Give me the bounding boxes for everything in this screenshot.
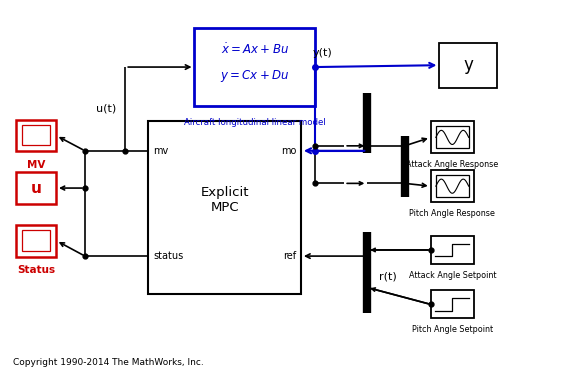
- Bar: [431, 236, 474, 264]
- Text: status: status: [153, 251, 183, 261]
- Bar: [16, 225, 56, 257]
- Text: $y = Cx + Du$: $y = Cx + Du$: [221, 68, 290, 84]
- Text: MV: MV: [27, 160, 45, 170]
- Text: Attack Angle Setpoint: Attack Angle Setpoint: [409, 271, 496, 280]
- Text: u(t): u(t): [96, 104, 116, 114]
- Bar: [436, 175, 469, 197]
- Text: mv: mv: [153, 146, 168, 156]
- Text: u: u: [31, 181, 42, 195]
- Bar: [21, 230, 50, 251]
- Text: Explicit
MPC: Explicit MPC: [200, 186, 249, 214]
- Text: Attack Angle Response: Attack Angle Response: [406, 160, 499, 169]
- Bar: [431, 121, 474, 153]
- Bar: [21, 125, 50, 146]
- Bar: [439, 43, 497, 88]
- Text: Pitch Angle Setpoint: Pitch Angle Setpoint: [412, 325, 493, 334]
- Text: Pitch Angle Response: Pitch Angle Response: [409, 209, 495, 218]
- Bar: [16, 119, 56, 152]
- Text: $\dot{x} = Ax + Bu$: $\dot{x} = Ax + Bu$: [221, 43, 289, 57]
- Bar: [195, 28, 316, 107]
- Bar: [148, 121, 301, 294]
- Text: ref: ref: [283, 251, 296, 261]
- Text: Aircraft longitudinal linear model: Aircraft longitudinal linear model: [184, 118, 326, 127]
- Text: Copyright 1990-2014 The MathWorks, Inc.: Copyright 1990-2014 The MathWorks, Inc.: [13, 358, 204, 367]
- Bar: [431, 170, 474, 202]
- Text: mo: mo: [281, 146, 296, 156]
- Bar: [16, 172, 56, 204]
- Text: Status: Status: [17, 265, 55, 275]
- Text: r(t): r(t): [379, 271, 397, 281]
- Bar: [431, 290, 474, 318]
- Bar: [436, 126, 469, 149]
- Text: y(t): y(t): [313, 48, 332, 58]
- Text: y: y: [463, 56, 473, 74]
